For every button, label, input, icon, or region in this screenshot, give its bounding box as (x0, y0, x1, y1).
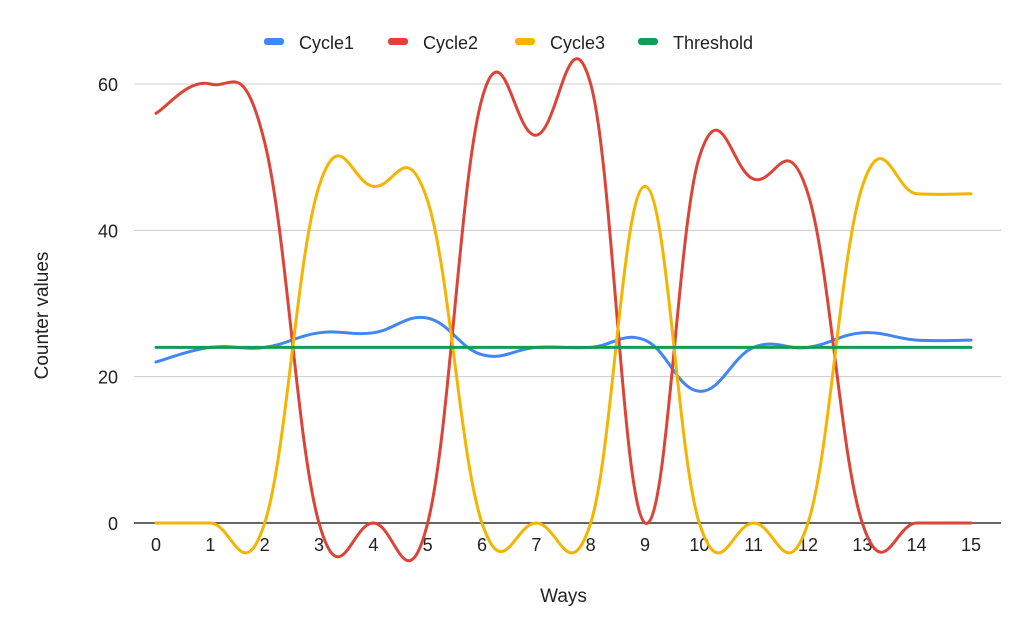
chart-legend: Cycle1 Cycle2 Cycle3 Threshold (264, 33, 753, 53)
legend-swatch-cycle3 (515, 38, 535, 45)
x-axis-label: Ways (540, 586, 587, 607)
legend-swatch-threshold (638, 38, 658, 45)
x-tick-label: 0 (151, 535, 161, 555)
series-line-cycle2 (154, 57, 973, 563)
series-lines (154, 57, 973, 563)
x-tick-label: 8 (586, 535, 596, 555)
x-tick-label: 5 (423, 535, 433, 555)
x-tick-label: 11 (744, 535, 763, 555)
legend-label-cycle1: Cycle1 (299, 33, 354, 53)
x-tick-label: 6 (477, 535, 487, 555)
x-tick-label: 13 (852, 535, 872, 555)
y-axis-label: Counter values (32, 252, 53, 380)
y-tick-label: 20 (98, 368, 118, 388)
series-line-cycle1 (154, 315, 973, 393)
y-tick-label: 0 (108, 514, 118, 534)
x-tick-label: 7 (531, 535, 541, 555)
legend-swatch-cycle1 (264, 38, 284, 45)
legend-label-threshold: Threshold (673, 33, 753, 53)
y-tick-label: 60 (98, 75, 118, 95)
x-tick-label: 9 (640, 535, 650, 555)
legend-label-cycle3: Cycle3 (550, 33, 605, 53)
x-tick-label: 4 (368, 535, 378, 555)
x-tick-label: 14 (907, 535, 927, 555)
y-axis-ticks: 0 20 40 60 (98, 75, 118, 534)
legend-label-cycle2: Cycle2 (423, 33, 478, 53)
series-line-cycle3 (154, 154, 973, 555)
legend-swatch-cycle2 (388, 38, 408, 45)
x-tick-label: 1 (205, 535, 215, 555)
x-tick-label: 2 (260, 535, 270, 555)
x-tick-label: 15 (961, 535, 981, 555)
y-tick-label: 40 (98, 221, 118, 241)
x-tick-label: 3 (314, 535, 324, 555)
